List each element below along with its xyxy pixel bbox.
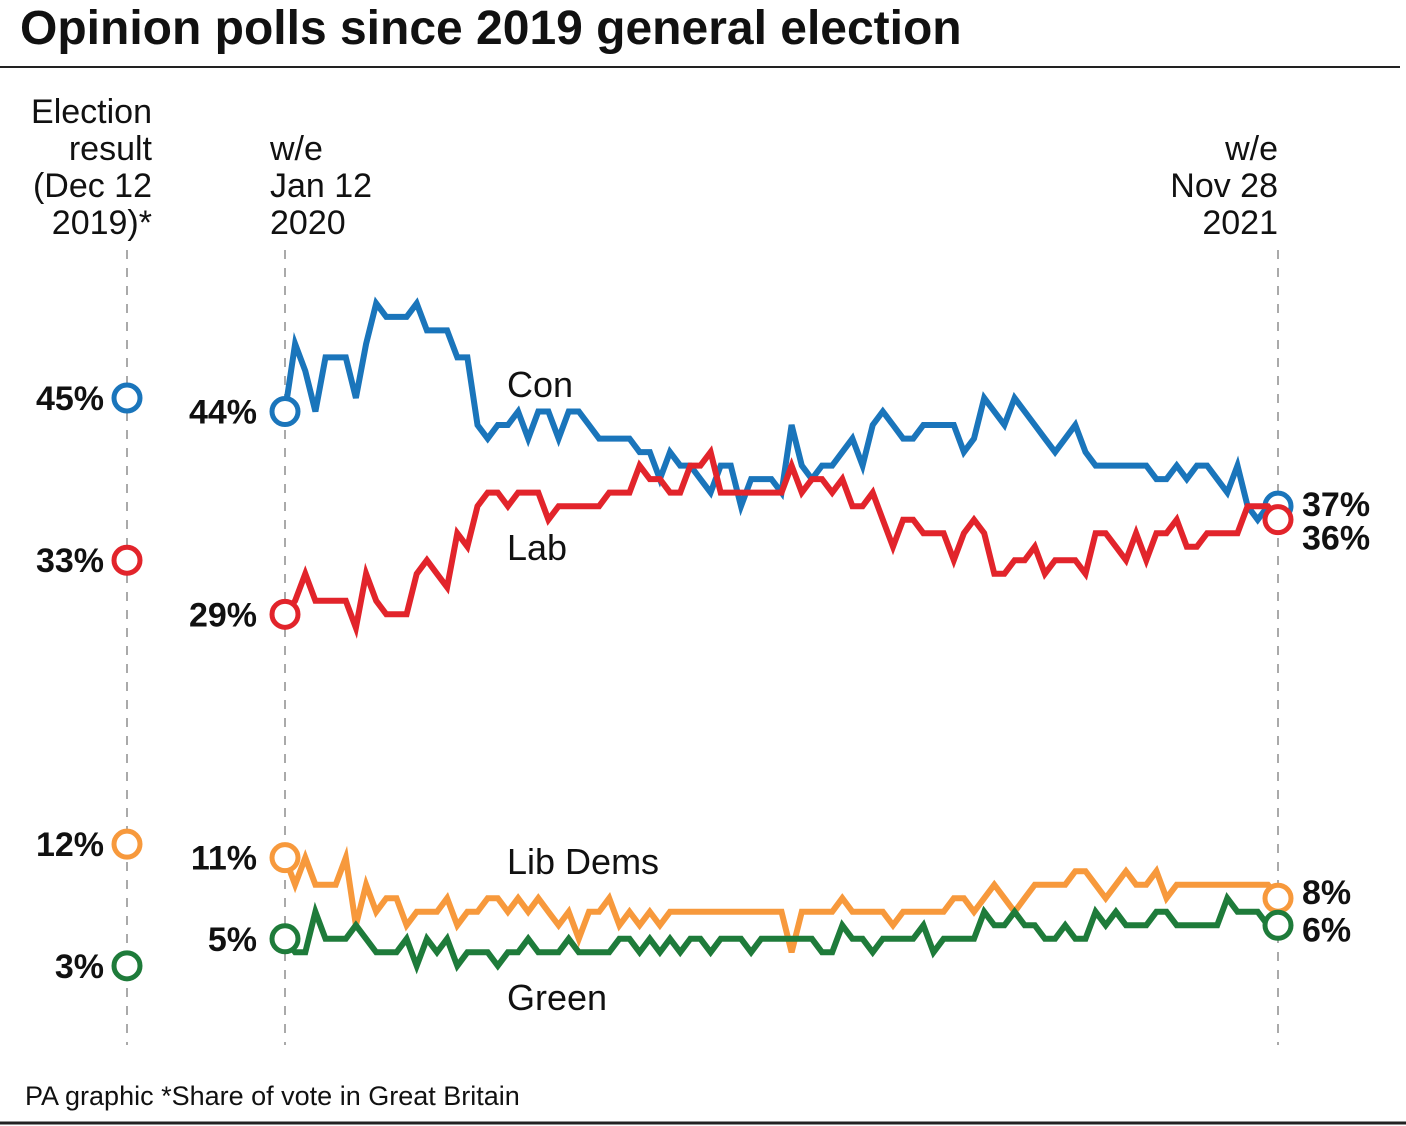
election-label-lab: 33% [36,542,104,580]
start-label-lab: 29% [189,596,257,634]
series-line-lib-dems [282,845,1281,954]
series-line-lab [282,445,1281,639]
start-label-green: 5% [208,921,257,959]
end-marker-lib-dems [1262,882,1294,914]
series-label-con: Con [507,364,573,405]
end-label-con: 37% [1302,486,1370,524]
start-marker-con [269,396,301,428]
election-label-con: 45% [36,380,104,418]
start-marker-green [269,923,301,955]
series-layer: 45% 44% 37% 33% 29% 36% 12% 11% 8% 3% 5% 6% [36,296,1370,986]
election-header: 2019)* [52,204,152,242]
end-header: 2021 [1202,204,1278,242]
end-marker-lab [1262,504,1294,536]
footer-note: PA graphic *Share of vote in Great Brita… [25,1081,520,1111]
start-marker-lab [269,598,301,630]
series-label-green: Green [507,977,607,1018]
end-label-lib-dems: 8% [1302,874,1351,912]
start-label-con: 44% [189,394,257,432]
election-header: result [69,130,153,168]
start-header: w/e [269,130,323,168]
chart-title: Opinion polls since 2019 general electio… [20,2,962,55]
election-label-green: 3% [55,948,104,986]
end-header: w/e [1224,130,1278,168]
series-line-green [282,892,1278,975]
start-label-lib-dems: 11% [191,840,257,878]
end-marker-green [1262,909,1294,941]
election-marker-green [111,950,143,982]
end-label-green: 6% [1302,911,1351,949]
election-header: Election [31,93,152,131]
election-label-lib-dems: 12% [36,826,104,864]
series-label-lab: Lab [507,527,567,568]
end-label-lab: 36% [1302,520,1370,558]
end-header: Nov 28 [1170,167,1278,205]
election-marker-lib-dems [111,828,143,860]
start-header: 2020 [270,204,346,242]
start-marker-lib-dems [269,842,301,874]
election-marker-lab [111,544,143,576]
series-label-libdems: Lib Dems [507,841,659,882]
start-header: Jan 12 [270,167,372,205]
election-header: (Dec 12 [33,167,152,205]
election-marker-con [111,382,143,414]
